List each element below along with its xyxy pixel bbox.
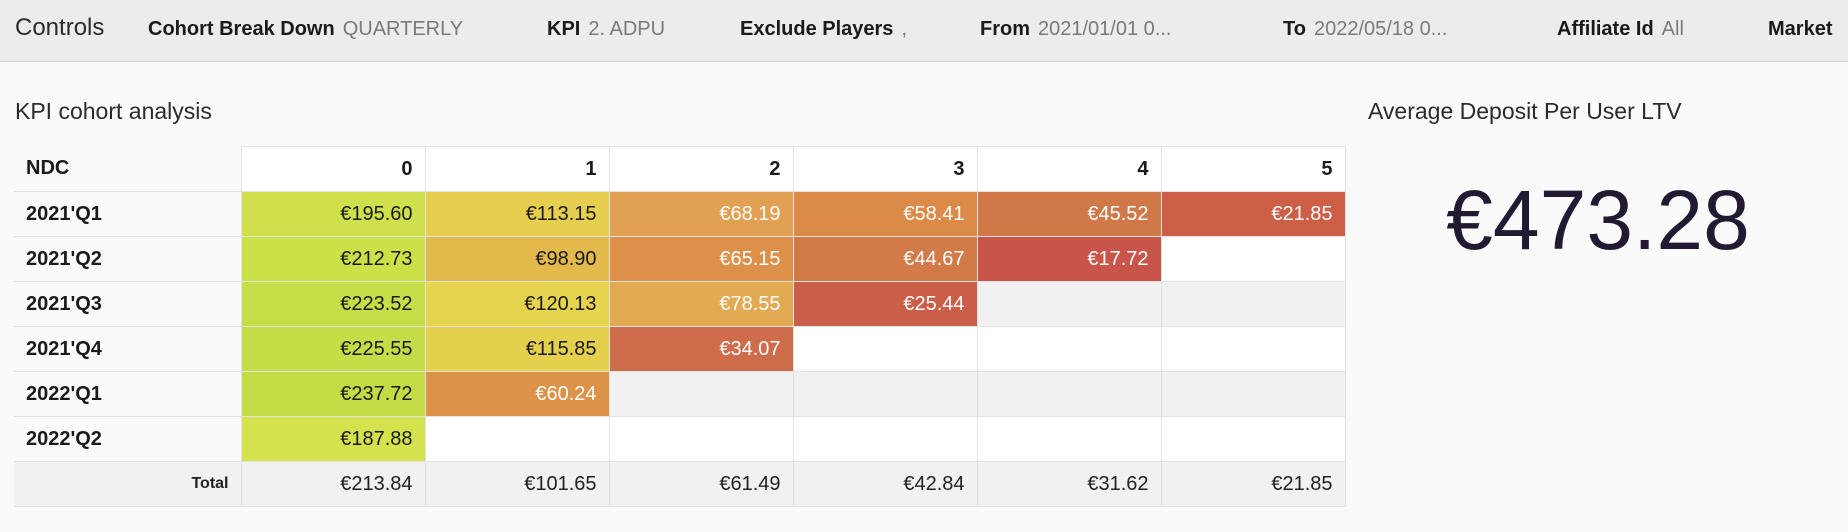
- table-cell: [1160, 281, 1346, 327]
- controls-bar: Controls Cohort Break Down QUARTERLY KPI 2…: [0, 0, 1848, 62]
- table-row: 2022'Q1 €237.72 €60.24: [14, 371, 1346, 417]
- table-cell: €115.85: [424, 326, 610, 372]
- control-label: From: [980, 18, 1030, 40]
- control-label: Cohort Break Down: [148, 18, 335, 40]
- table-cell: €212.73: [240, 236, 426, 282]
- table-cell: €237.72: [240, 371, 426, 417]
- table-cell: €195.60: [240, 191, 426, 237]
- cohort-section-title: KPI cohort analysis: [15, 98, 212, 124]
- table-cell: €34.07: [608, 326, 794, 372]
- total-row: Total €213.84 €101.65 €61.49 €42.84 €31.…: [14, 461, 1346, 507]
- row-label: 2022'Q2: [14, 416, 242, 462]
- column-header[interactable]: 4: [976, 146, 1162, 192]
- control-value: 2022/05/18 0...: [1313, 18, 1448, 40]
- control-label: Affiliate Id: [1557, 18, 1654, 40]
- control-affiliate-id[interactable]: Affiliate Id All: [1557, 17, 1684, 41]
- control-label: Market: [1768, 18, 1833, 40]
- table-cell: €225.55: [240, 326, 426, 372]
- table-cell: €68.19: [608, 191, 794, 237]
- control-exclude-players[interactable]: Exclude Players,: [740, 17, 907, 41]
- table-row: 2021'Q2 €212.73 €98.90 €65.15 €44.67 €17…: [14, 236, 1346, 282]
- control-from-date[interactable]: From 2021/01/01 0...: [980, 17, 1171, 41]
- row-header[interactable]: NDC: [14, 146, 241, 192]
- table-cell: [976, 416, 1162, 462]
- control-cohort-breakdown[interactable]: Cohort Break Down QUARTERLY: [148, 17, 463, 41]
- total-cell: €21.85: [1160, 461, 1346, 507]
- table-cell: €78.55: [608, 281, 794, 327]
- table-cell: €187.88: [240, 416, 426, 462]
- row-label: 2021'Q2: [14, 236, 242, 282]
- table-cell: [1160, 326, 1346, 372]
- table-cell: [1160, 371, 1346, 417]
- row-label: 2021'Q1: [14, 191, 242, 237]
- table-cell: €120.13: [424, 281, 610, 327]
- table-cell: €98.90: [424, 236, 610, 282]
- table-cell: [792, 371, 978, 417]
- table-cell: [976, 281, 1162, 327]
- table-row: 2021'Q1 €195.60 €113.15 €68.19 €58.41 €4…: [14, 191, 1346, 237]
- row-label: 2021'Q3: [14, 281, 242, 327]
- control-label: Exclude Players: [740, 18, 894, 40]
- kpi-value: €473.28: [1446, 173, 1750, 267]
- control-value: All: [1661, 18, 1684, 40]
- table-cell: €45.52: [976, 191, 1162, 237]
- column-header[interactable]: 0: [240, 146, 426, 192]
- total-cell: €42.84: [792, 461, 978, 507]
- control-kpi[interactable]: KPI 2. ADPU: [547, 17, 665, 41]
- table-cell: €25.44: [792, 281, 978, 327]
- row-label: 2022'Q1: [14, 371, 242, 417]
- table-cell: €65.15: [608, 236, 794, 282]
- table-row: 2021'Q4 €225.55 €115.85 €34.07: [14, 326, 1346, 372]
- table-cell: €223.52: [240, 281, 426, 327]
- total-cell: €31.62: [976, 461, 1162, 507]
- table-cell: €44.67: [792, 236, 978, 282]
- column-header[interactable]: 3: [792, 146, 978, 192]
- total-cell: €213.84: [240, 461, 426, 507]
- table-cell: €58.41: [792, 191, 978, 237]
- control-value: ,: [901, 18, 907, 40]
- control-value: 2. ADPU: [588, 18, 666, 40]
- total-cell: €101.65: [424, 461, 610, 507]
- total-cell: €61.49: [608, 461, 794, 507]
- table-cell: [1160, 416, 1346, 462]
- column-header[interactable]: 1: [424, 146, 610, 192]
- table-cell: [608, 371, 794, 417]
- table-cell: [976, 371, 1162, 417]
- table-cell: €17.72: [976, 236, 1162, 282]
- table-cell: €21.85: [1160, 191, 1346, 237]
- table-cell: [792, 416, 978, 462]
- row-label: 2021'Q4: [14, 326, 242, 372]
- control-label: To: [1283, 18, 1306, 40]
- control-label: KPI: [547, 18, 581, 40]
- table-row: 2022'Q2 €187.88: [14, 416, 1346, 462]
- control-to-date[interactable]: To 2022/05/18 0...: [1283, 17, 1447, 41]
- cohort-table: NDC 0 1 2 3 4 5 2021'Q1 €195.60 €113.15 …: [14, 146, 1346, 507]
- table-cell: [608, 416, 794, 462]
- total-label: Total: [14, 461, 242, 507]
- control-value: 2021/01/01 0...: [1038, 18, 1172, 40]
- table-cell: [792, 326, 978, 372]
- controls-title[interactable]: Controls: [15, 14, 105, 41]
- control-market[interactable]: Market: [1768, 17, 1840, 41]
- table-cell: €60.24: [424, 371, 610, 417]
- table-cell: [424, 416, 610, 462]
- table-cell: €113.15: [424, 191, 610, 237]
- control-value: QUARTERLY: [342, 18, 464, 40]
- kpi-title: Average Deposit Per User LTV: [1368, 98, 1682, 124]
- column-header[interactable]: 2: [608, 146, 794, 192]
- table-cell: [1160, 236, 1346, 282]
- table-row: 2021'Q3 €223.52 €120.13 €78.55 €25.44: [14, 281, 1346, 327]
- column-header[interactable]: 5: [1160, 146, 1346, 192]
- table-cell: [976, 326, 1162, 372]
- table-header-row: NDC 0 1 2 3 4 5: [14, 146, 1346, 192]
